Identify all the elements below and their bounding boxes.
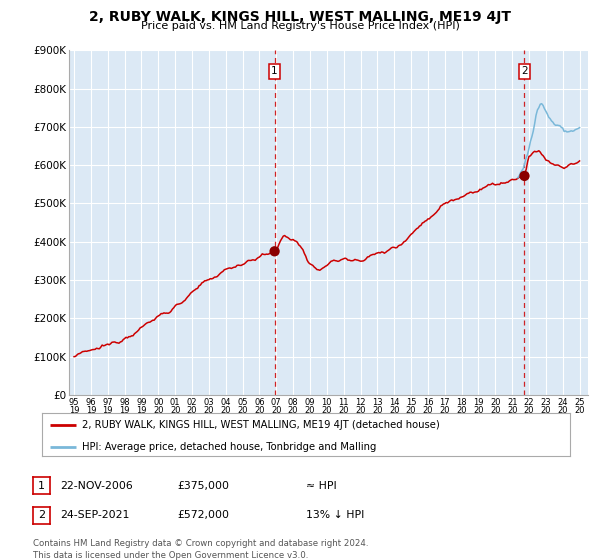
Text: 2, RUBY WALK, KINGS HILL, WEST MALLING, ME19 4JT: 2, RUBY WALK, KINGS HILL, WEST MALLING, … [89, 10, 511, 24]
Text: 2: 2 [521, 67, 528, 77]
Text: 24-SEP-2021: 24-SEP-2021 [60, 510, 130, 520]
Text: £375,000: £375,000 [177, 480, 229, 491]
Point [520, 171, 529, 180]
Text: ≈ HPI: ≈ HPI [306, 480, 337, 491]
Text: 1: 1 [271, 67, 278, 77]
Text: 2: 2 [38, 510, 45, 520]
Text: £572,000: £572,000 [177, 510, 229, 520]
Text: Price paid vs. HM Land Registry's House Price Index (HPI): Price paid vs. HM Land Registry's House … [140, 21, 460, 31]
Text: 2, RUBY WALK, KINGS HILL, WEST MALLING, ME19 4JT (detached house): 2, RUBY WALK, KINGS HILL, WEST MALLING, … [82, 420, 439, 430]
Text: Contains HM Land Registry data © Crown copyright and database right 2024.
This d: Contains HM Land Registry data © Crown c… [33, 539, 368, 559]
Text: 22-NOV-2006: 22-NOV-2006 [60, 480, 133, 491]
Text: HPI: Average price, detached house, Tonbridge and Malling: HPI: Average price, detached house, Tonb… [82, 442, 376, 452]
Text: 13% ↓ HPI: 13% ↓ HPI [306, 510, 364, 520]
Point [270, 247, 280, 256]
Text: 1: 1 [38, 480, 45, 491]
